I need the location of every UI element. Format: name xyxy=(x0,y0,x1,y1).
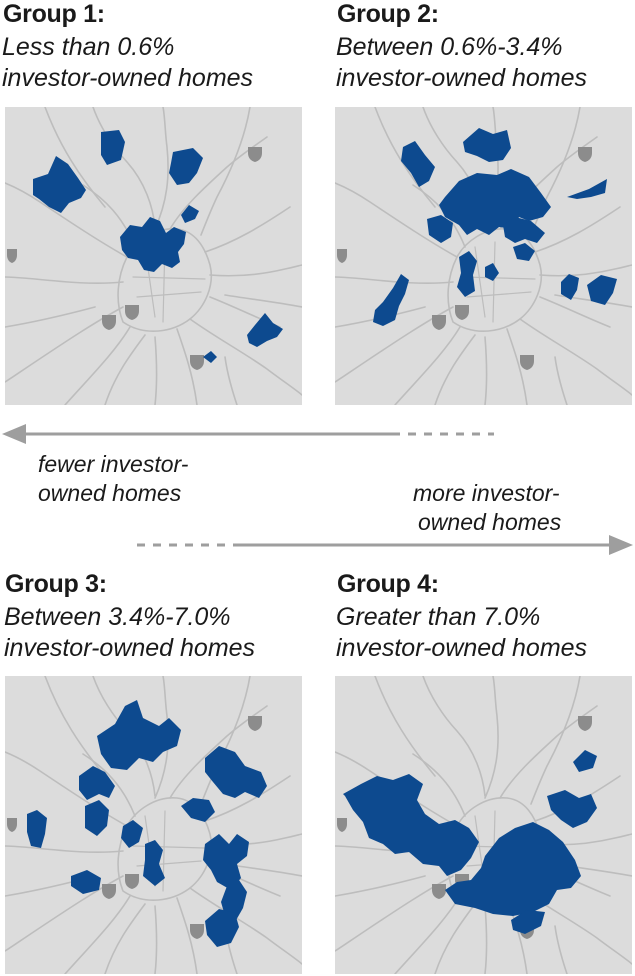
more-arrow xyxy=(137,535,633,555)
group-1-map xyxy=(5,107,302,405)
group-4-tracts xyxy=(343,750,597,934)
group-2-title: Group 2: xyxy=(337,0,439,28)
group-3-range: Between 3.4%-7.0% xyxy=(4,603,231,631)
fewer-arrow xyxy=(2,424,494,444)
group-2-range: Between 0.6%-3.4% xyxy=(336,33,563,61)
group-3-subtitle: investor-owned homes xyxy=(4,634,256,662)
group-1-subtitle: investor-owned homes xyxy=(2,64,254,92)
group-1-tracts xyxy=(33,130,283,363)
group-3-map xyxy=(5,676,302,974)
fewer-caption-line-2: owned homes xyxy=(38,480,182,506)
group-3-tracts xyxy=(27,700,267,947)
group-4-map xyxy=(335,676,632,974)
group-3-title: Group 3: xyxy=(5,570,107,598)
group-1-range: Less than 0.6% xyxy=(2,33,175,61)
group-2-map xyxy=(335,107,632,405)
more-caption-line-2: owned homes xyxy=(418,509,562,535)
group-1-title: Group 1: xyxy=(3,0,105,28)
group-2-tracts xyxy=(373,128,617,326)
more-caption-line-1: more investor- xyxy=(413,480,560,506)
fewer-caption-line-1: fewer investor- xyxy=(38,451,189,477)
group-4-title: Group 4: xyxy=(337,570,439,598)
group-4-range: Greater than 7.0% xyxy=(336,603,541,631)
group-2-subtitle: investor-owned homes xyxy=(336,64,588,92)
group-4-subtitle: investor-owned homes xyxy=(336,634,588,662)
